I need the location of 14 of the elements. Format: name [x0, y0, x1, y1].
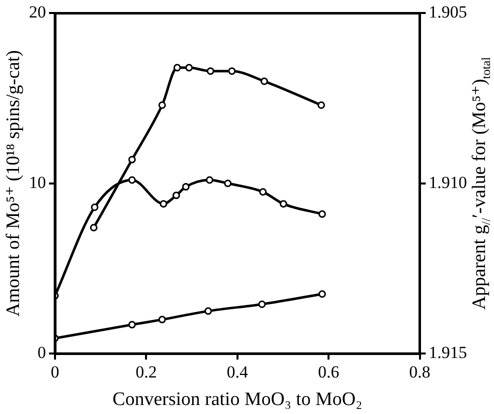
y2-tick-label: 1.910: [428, 172, 467, 192]
y2-axis-title: Apparent g//′-value for (Mo⁵⁺)total: [468, 56, 493, 310]
y-tick-label: 10: [29, 172, 46, 192]
y-axis-title: Amount of Mo⁵⁺ (10¹⁸ spins/g-cat): [2, 50, 24, 317]
x-tick-label: 0.8: [409, 362, 430, 382]
y-tick-label: 20: [29, 2, 46, 22]
y2-tick-label: 1.905: [428, 2, 467, 22]
x-tick-label: 0.2: [136, 362, 157, 382]
y2-tick-label: 1.915: [428, 343, 467, 362]
x-tick-label: 0: [50, 362, 60, 382]
x-tick-label: 0.4: [226, 362, 248, 382]
x-axis-title: Conversion ratio MoO₃ to MoO₂: [112, 388, 362, 410]
y-tick-label: 0: [38, 343, 46, 362]
x-tick-label: 0.6: [318, 362, 340, 382]
